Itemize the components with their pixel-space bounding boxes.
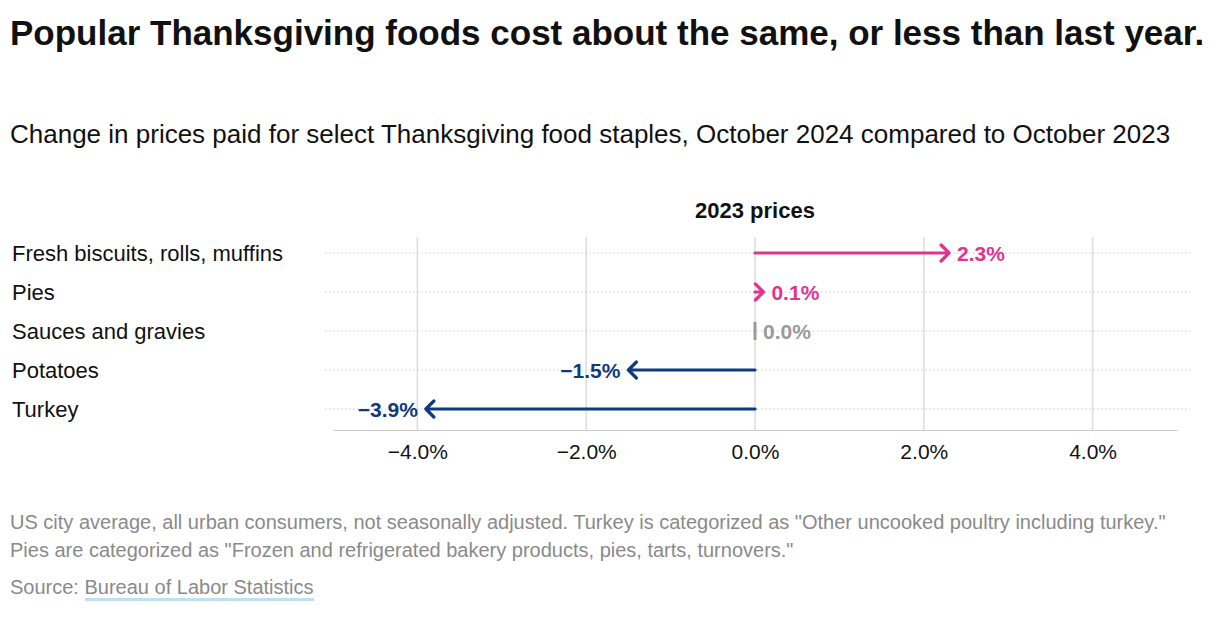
arrow: [755, 284, 763, 300]
arrow: [426, 401, 755, 417]
x-tick-label: 4.0%: [1069, 440, 1117, 463]
y-axis: Fresh biscuits, rolls, muffins Pies Sauces…: [12, 241, 283, 422]
data-label: −3.9%: [358, 398, 418, 421]
x-axis: −4.0% −2.0% 0.0% 2.0% 4.0%: [334, 430, 1178, 463]
subtitle: Change in prices paid for select Thanksg…: [10, 118, 1205, 151]
category-label: Sauces and gravies: [12, 319, 205, 344]
data-labels: 2.3% 0.1% 0.0% −1.5% −3.9%: [358, 242, 1006, 421]
x-tick: −4.0%: [388, 430, 448, 463]
x-tick-label: 2.0%: [900, 440, 948, 463]
data-label: 2.3%: [957, 242, 1005, 265]
annotation: 2023 prices: [695, 198, 815, 223]
category-label: Turkey: [12, 397, 78, 422]
row-line: [325, 370, 1190, 371]
source-label: Source:: [10, 576, 79, 598]
source: Source: Bureau of Labor Statistics: [10, 576, 1205, 599]
y-tick: Fresh biscuits, rolls, muffins: [12, 241, 283, 266]
grid-line: [1092, 237, 1094, 430]
row-line: [325, 331, 1190, 332]
grid-line: [754, 237, 756, 430]
grid: [417, 237, 1092, 430]
y-tick: Sauces and gravies: [12, 319, 205, 344]
x-tick: −2.0%: [557, 430, 617, 463]
arrow: [628, 362, 755, 378]
category-label: Potatoes: [12, 358, 99, 383]
arrow: [755, 245, 949, 261]
category-label: Pies: [12, 280, 55, 305]
category-label: Fresh biscuits, rolls, muffins: [12, 241, 283, 266]
grid-line: [585, 237, 587, 430]
x-tick-label: −2.0%: [557, 440, 617, 463]
source-link[interactable]: Bureau of Labor Statistics: [85, 576, 314, 601]
data-label: 0.1%: [771, 281, 819, 304]
y-tick: Turkey: [12, 397, 78, 422]
arrow: [754, 322, 757, 340]
title: Popular Thanksgiving foods cost about th…: [10, 10, 1205, 56]
row-lines: [325, 253, 1190, 409]
x-tick: 4.0%: [1069, 430, 1117, 463]
x-tick: 2.0%: [900, 430, 948, 463]
x-tick-label: −4.0%: [388, 440, 448, 463]
x-tick: 0.0%: [732, 430, 780, 463]
x-tick-label: 0.0%: [732, 440, 780, 463]
y-tick: Potatoes: [12, 358, 99, 383]
note: US city average, all urban consumers, no…: [10, 508, 1205, 564]
chart: −4.0% −2.0% 0.0% 2.0% 4.0% Fresh biscuits, ro…: [0, 0, 1220, 500]
grid-line: [923, 237, 925, 430]
data-label: 0.0%: [763, 320, 811, 343]
y-tick: Pies: [12, 280, 55, 305]
data-label: −1.5%: [560, 359, 620, 382]
x-axis-line: [334, 430, 1178, 431]
marks: [426, 245, 949, 417]
